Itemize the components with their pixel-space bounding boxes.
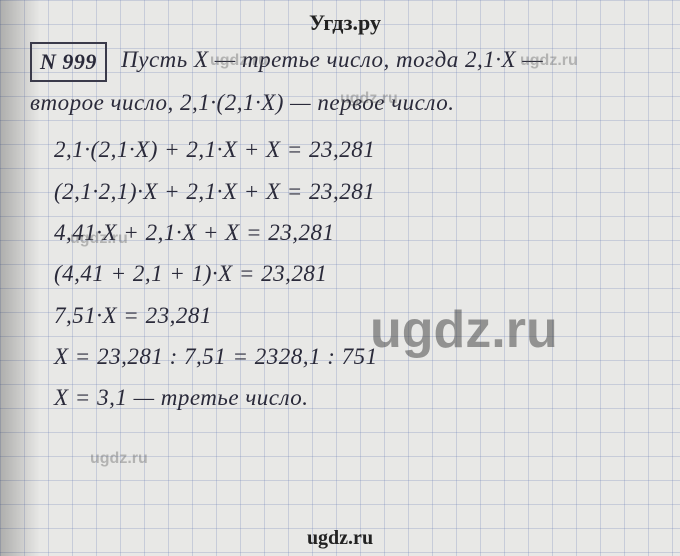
equation-5: 7,51·X = 23,281 — [54, 299, 660, 332]
equation-1: 2,1·(2,1·X) + 2,1·X + X = 23,281 — [54, 133, 660, 166]
intro-text-1: Пусть X — третье число, тогда 2,1·X — — [121, 47, 543, 72]
site-footer: ugdz.ru — [0, 527, 680, 550]
intro-line-1: N 999 Пусть X — третье число, тогда 2,1·… — [30, 42, 660, 82]
equation-3: 4,41·X + 2,1·X + X = 23,281 — [54, 216, 660, 249]
problem-number-box: N 999 — [30, 42, 107, 82]
equation-7: X = 3,1 — третье число. — [54, 381, 660, 414]
site-header: Угдз.ру — [30, 10, 660, 36]
page-content: Угдз.ру N 999 Пусть X — третье число, то… — [0, 0, 680, 433]
intro-line-2: второе число, 2,1·(2,1·X) — первое число… — [30, 86, 660, 119]
equation-6: X = 23,281 : 7,51 = 2328,1 : 751 — [54, 340, 660, 373]
spacer — [30, 123, 660, 133]
equation-4: (4,41 + 2,1 + 1)·X = 23,281 — [54, 257, 660, 290]
equation-2: (2,1·2,1)·X + 2,1·X + X = 23,281 — [54, 175, 660, 208]
